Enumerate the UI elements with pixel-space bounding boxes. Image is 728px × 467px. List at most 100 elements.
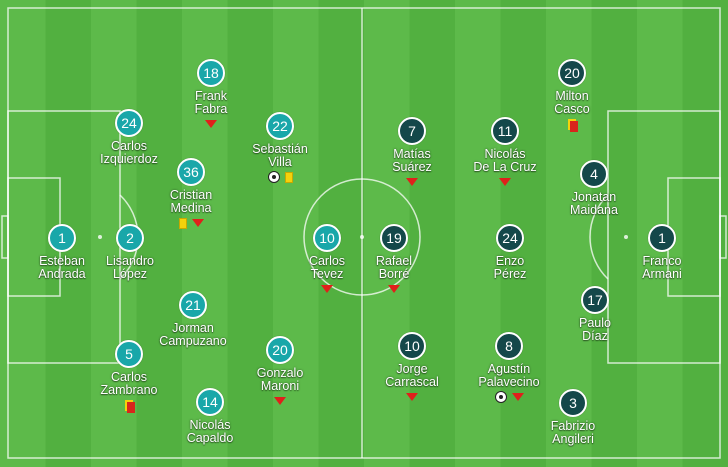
player-first-name: Matías: [393, 147, 431, 161]
shirt-number-badge: 5: [115, 340, 143, 368]
player-name: Rafael Borré: [339, 255, 449, 281]
shirt-number-badge: 1: [648, 224, 676, 252]
player-last-name: De La Cruz: [473, 160, 537, 174]
player-name: Esteban Andrada: [7, 255, 117, 281]
player-away-17[interactable]: 17 Paulo Díaz: [540, 286, 650, 358]
player-name: Lisandro López: [75, 255, 185, 281]
player-away-3[interactable]: 3 Fabrizio Angileri: [518, 389, 628, 461]
player-home-24[interactable]: 24 Carlos Izquierdoz: [74, 109, 184, 181]
player-away-19[interactable]: 19 Rafael Borré: [339, 224, 449, 296]
player-name: Gonzalo Maroni: [225, 367, 335, 393]
center-spot: [360, 235, 364, 239]
player-events: [455, 282, 565, 296]
right-penalty-arc: [589, 194, 609, 280]
player-events: [155, 446, 265, 460]
player-first-name: Nicolás: [484, 147, 526, 161]
shirt-number-badge: 24: [115, 109, 143, 137]
substitution-icon: [321, 285, 333, 293]
player-away-7[interactable]: 7 Matías Suárez: [357, 117, 467, 189]
player-last-name: López: [112, 267, 148, 281]
player-first-name: Jorge: [396, 362, 428, 376]
player-home-20[interactable]: 20 Gonzalo Maroni: [225, 336, 335, 408]
shirt-number-badge: 14: [196, 388, 224, 416]
player-last-name: Fabra: [194, 102, 228, 116]
player-last-name: Palavecino: [478, 375, 540, 389]
player-name: Frank Fabra: [156, 90, 266, 116]
player-name: Jorman Campuzano: [138, 322, 248, 348]
player-first-name: Paulo: [579, 316, 611, 330]
player-last-name: Suárez: [392, 160, 432, 174]
player-events: [517, 117, 627, 132]
shirt-number-badge: 17: [581, 286, 609, 314]
shirt-number-badge: 19: [380, 224, 408, 252]
pitch-lines: [1, 7, 727, 459]
player-events: [518, 447, 628, 461]
player-name: Jorge Carrascal: [357, 363, 467, 389]
player-first-name: Gonzalo: [256, 366, 304, 380]
substitution-icon: [205, 120, 217, 128]
shirt-number-badge: 2: [116, 224, 144, 252]
red-card-icon: [568, 118, 578, 132]
player-home-21[interactable]: 21 Jorman Campuzano: [138, 291, 248, 363]
player-last-name: Zambrano: [100, 383, 158, 397]
player-events: [156, 117, 266, 131]
player-first-name: Jorman: [172, 321, 214, 335]
player-home-14[interactable]: 14 Nicolás Capaldo: [155, 388, 265, 460]
player-last-name: Campuzano: [159, 334, 227, 348]
player-name: Paulo Díaz: [540, 317, 650, 343]
player-last-name: Andrada: [38, 267, 86, 281]
player-home-36[interactable]: 36 Cristian Medina: [136, 158, 246, 230]
substitution-icon: [499, 178, 511, 186]
player-events: [339, 282, 449, 296]
player-name: Carlos Izquierdoz: [74, 140, 184, 166]
player-home-18[interactable]: 18 Frank Fabra: [156, 59, 266, 131]
player-first-name: Sebastián: [252, 142, 308, 156]
player-away-1[interactable]: 1 Franco Armani: [607, 224, 717, 296]
substitution-icon: [406, 178, 418, 186]
player-name: Enzo Pérez: [455, 255, 565, 281]
player-last-name: Maroni: [260, 379, 300, 393]
player-last-name: Capaldo: [186, 431, 234, 445]
player-name: Franco Armani: [607, 255, 717, 281]
player-home-1[interactable]: 1 Esteban Andrada: [7, 224, 117, 296]
center-circle: [303, 178, 421, 296]
player-first-name: Cristian: [169, 188, 213, 202]
player-last-name: Maidana: [570, 203, 618, 217]
player-away-8[interactable]: 8 Agustín Palavecino: [454, 332, 564, 404]
shirt-number-badge: 3: [559, 389, 587, 417]
player-home-10[interactable]: 10 Carlos Tevez: [272, 224, 382, 296]
shirt-number-badge: 4: [580, 160, 608, 188]
player-home-5[interactable]: 5 Carlos Zambrano: [74, 340, 184, 413]
player-first-name: Rafael: [375, 254, 413, 268]
goal-icon: [494, 391, 507, 403]
yellow-card-icon: [284, 171, 293, 183]
player-last-name: Villa: [268, 155, 292, 169]
player-home-22[interactable]: 22 Sebastián Villa: [225, 112, 335, 184]
left-penalty-spot: [98, 235, 102, 239]
player-name: Sebastián Villa: [225, 143, 335, 169]
player-events: [225, 170, 335, 184]
player-home-2[interactable]: 2 Lisandro López: [75, 224, 185, 296]
player-last-name: Angileri: [552, 432, 594, 446]
player-away-4[interactable]: 4 Jonatan Maidana: [539, 160, 649, 232]
left-goal: [1, 215, 9, 259]
player-first-name: Lisandro: [106, 254, 154, 268]
player-last-name: Pérez: [493, 267, 527, 281]
player-last-name: Armani: [642, 267, 682, 281]
shirt-number-badge: 10: [313, 224, 341, 252]
player-away-11[interactable]: 11 Nicolás De La Cruz: [450, 117, 560, 189]
shirt-number-badge: 21: [179, 291, 207, 319]
player-first-name: Nicolás: [189, 418, 231, 432]
player-name: Matías Suárez: [357, 148, 467, 174]
right-penalty-spot: [624, 235, 628, 239]
player-first-name: Carlos: [110, 370, 148, 384]
player-away-10[interactable]: 10 Jorge Carrascal: [357, 332, 467, 404]
player-away-20[interactable]: 20 Milton Casco: [517, 59, 627, 132]
player-away-24[interactable]: 24 Enzo Pérez: [455, 224, 565, 296]
player-name: Carlos Zambrano: [74, 371, 184, 397]
player-name: Carlos Tevez: [272, 255, 382, 281]
player-last-name: Borré: [378, 267, 410, 281]
shirt-number-badge: 7: [398, 117, 426, 145]
player-events: [74, 398, 184, 413]
player-last-name: Carrascal: [385, 375, 439, 389]
